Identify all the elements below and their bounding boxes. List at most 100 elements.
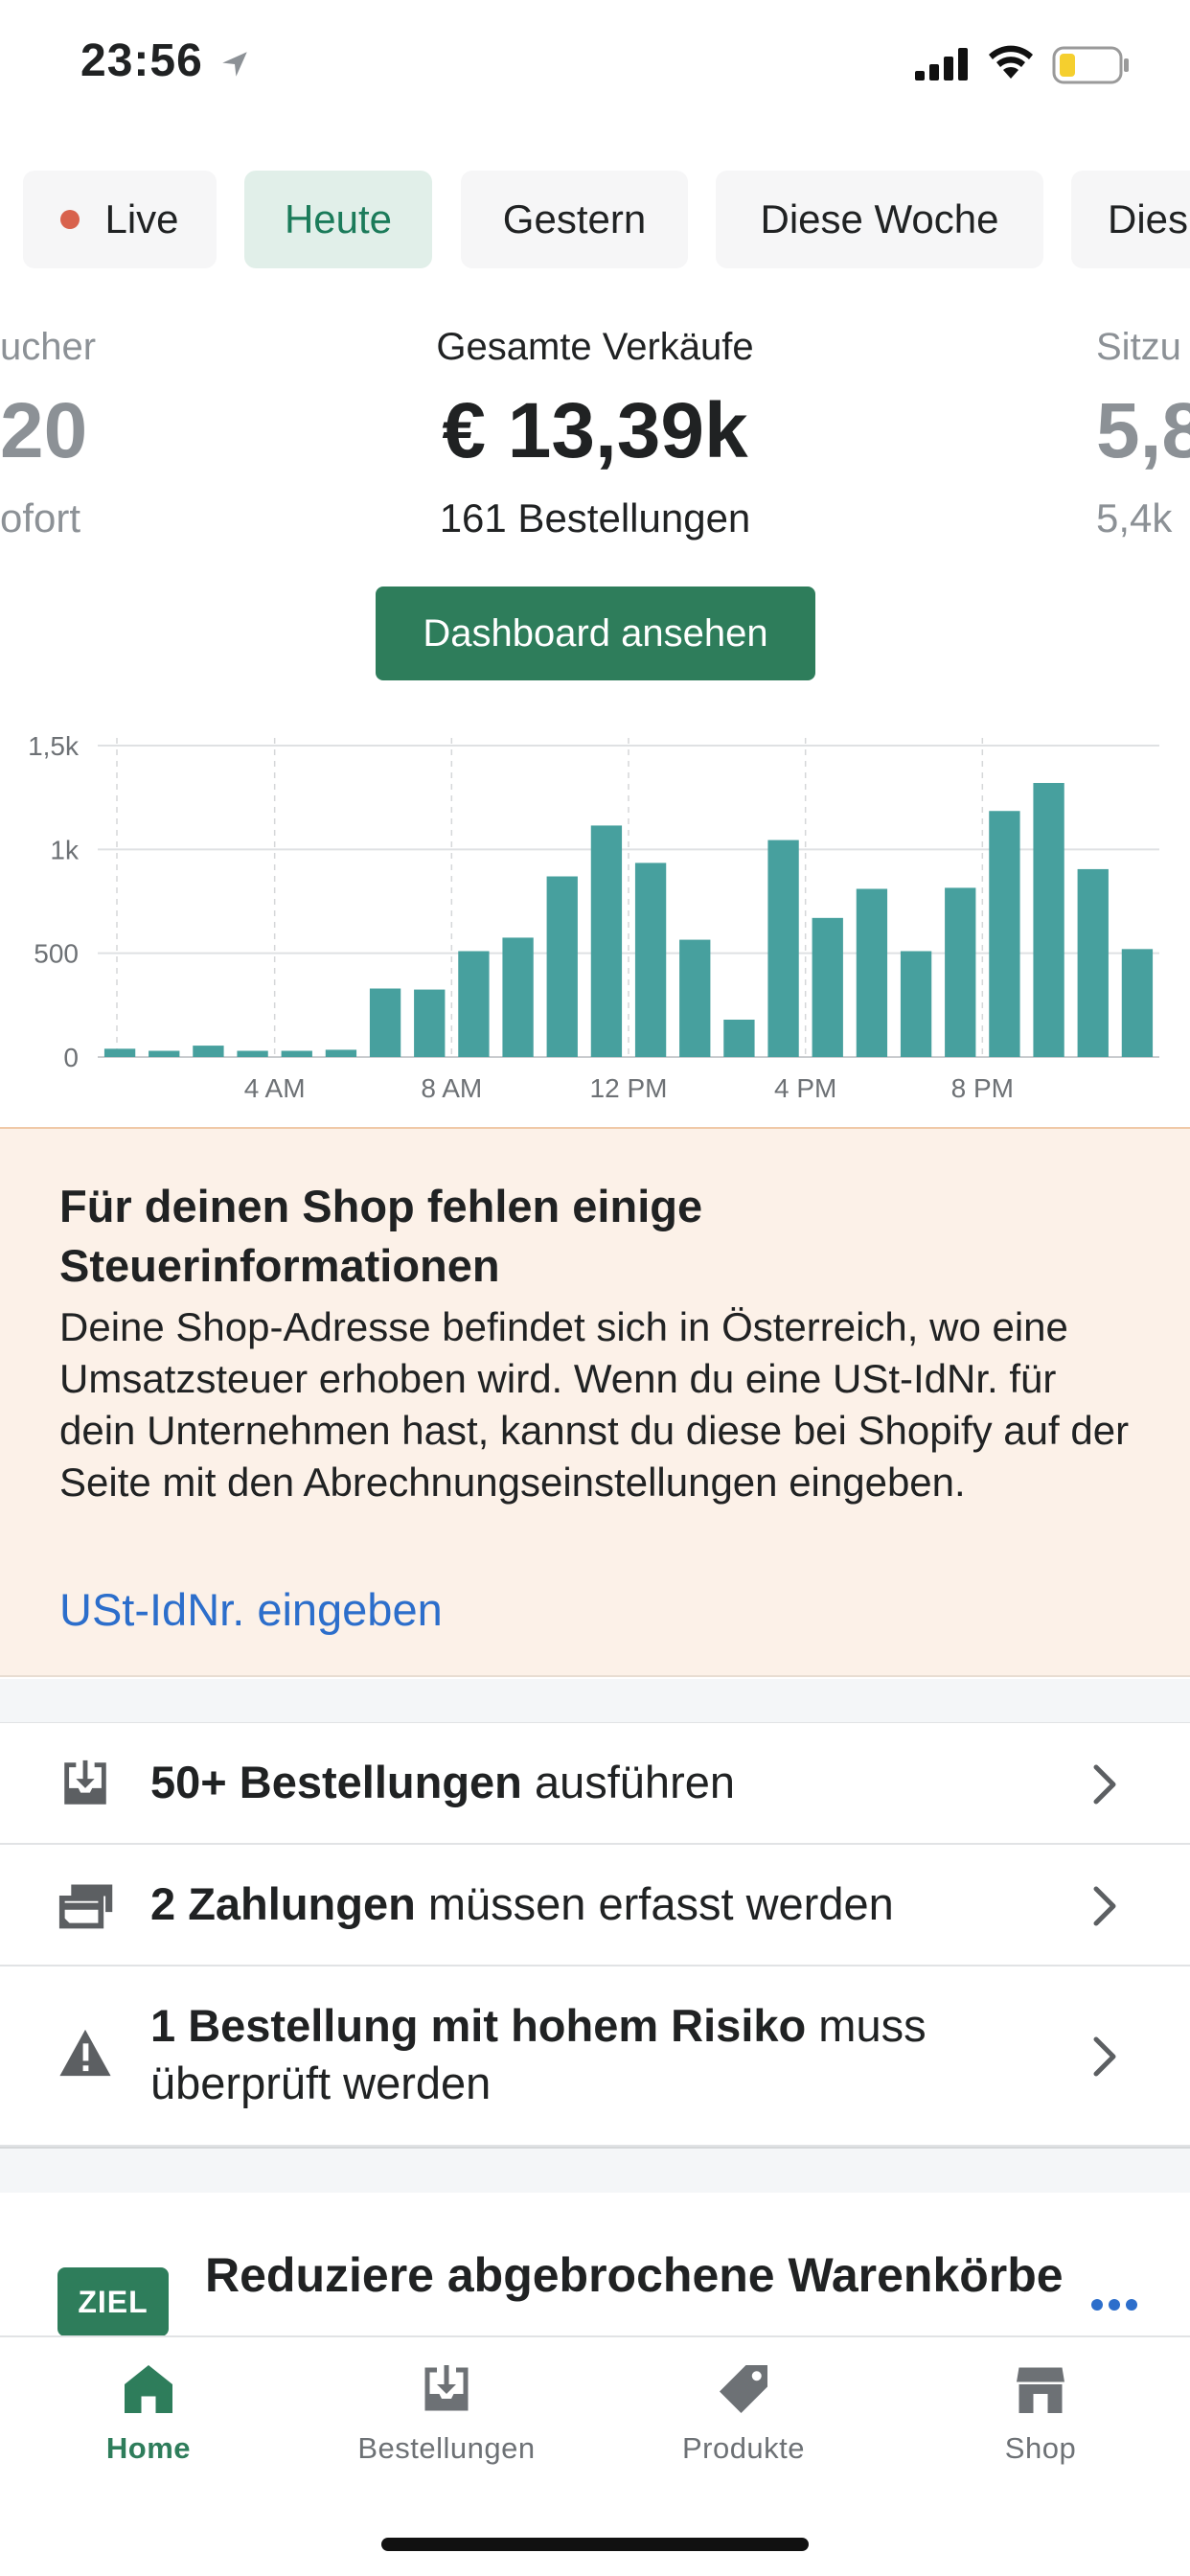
chip-label: Dies bbox=[1108, 196, 1189, 242]
metric-left-partial[interactable]: ucher 20 ofort bbox=[0, 326, 96, 541]
cellular-signal-icon bbox=[915, 48, 968, 80]
metric-sub: ofort bbox=[0, 495, 81, 540]
chip-label: Diese Woche bbox=[760, 196, 999, 242]
chip-today[interactable]: Heute bbox=[244, 171, 432, 268]
orders-icon bbox=[424, 2365, 469, 2411]
battery-icon bbox=[1052, 46, 1129, 84]
sales-bar bbox=[856, 888, 888, 1057]
metric-label: Gesamte Verkäufe bbox=[436, 326, 754, 368]
sales-bar bbox=[590, 825, 623, 1057]
sales-bar bbox=[1077, 868, 1109, 1057]
task-text: 2 Zahlungen müssen erfasst werden bbox=[150, 1875, 894, 1933]
home-icon bbox=[125, 2365, 172, 2413]
sales-bar bbox=[546, 876, 578, 1057]
metric-sub: 5,4k bbox=[1096, 495, 1173, 540]
banner-text: Deine Shop-Adresse befindet sich in Öste… bbox=[59, 1304, 1130, 1505]
task-bold: 2 Zahlungen bbox=[150, 1878, 416, 1929]
chip-partial[interactable]: Dies bbox=[1071, 171, 1190, 268]
x-tick-label: 12 PM bbox=[590, 1073, 668, 1103]
sales-bar bbox=[945, 887, 976, 1057]
inbox-download-icon bbox=[64, 1760, 106, 1805]
sales-bar bbox=[103, 1048, 136, 1057]
sales-bar bbox=[414, 989, 446, 1057]
enter-vat-link[interactable]: USt-IdNr. eingeben bbox=[59, 1584, 443, 1635]
sales-bar bbox=[325, 1049, 357, 1057]
sales-bar bbox=[369, 988, 401, 1057]
task-rest: ausführen bbox=[521, 1757, 735, 1807]
live-dot-icon bbox=[60, 210, 80, 229]
chip-live[interactable]: Live bbox=[23, 171, 217, 268]
period-selector: Live Heute Gestern Diese Woche Dies bbox=[0, 171, 1190, 270]
chip-yesterday[interactable]: Gestern bbox=[461, 171, 688, 268]
hourly-sales-chart: 0 500 1k 1,5k 4 AM 8 AM 12 PM 4 PM 8 PM bbox=[28, 731, 1159, 1103]
task-fulfill-orders[interactable]: 50+ Bestellungen ausführen bbox=[0, 1723, 1190, 1845]
sales-bar bbox=[281, 1050, 312, 1057]
chevron-right-icon bbox=[1093, 1886, 1116, 1926]
y-tick-label: 1k bbox=[50, 835, 80, 864]
chevron-right-icon bbox=[1093, 1764, 1116, 1805]
tab-label: Bestellungen bbox=[357, 2431, 536, 2465]
sales-bar bbox=[502, 937, 534, 1057]
tax-info-banner: Für deinen Shop fehlen einige Steuerinfo… bbox=[0, 1127, 1190, 1677]
banner-title: Für deinen Shop fehlen einige Steuerinfo… bbox=[59, 1181, 703, 1291]
credit-card-icon bbox=[58, 1884, 113, 1929]
store-icon bbox=[1017, 2367, 1064, 2413]
sales-bar bbox=[989, 811, 1020, 1057]
bottom-tab-bar: Home Bestellungen Produkte Shop bbox=[0, 2335, 1190, 2576]
sales-bar bbox=[812, 917, 843, 1057]
tab-label: Produkte bbox=[681, 2431, 806, 2465]
sales-bar bbox=[1121, 949, 1154, 1057]
chip-label: Live bbox=[104, 196, 179, 242]
tab-label: Shop bbox=[1004, 2431, 1077, 2465]
wifi-icon bbox=[989, 45, 1033, 79]
task-bold: 50+ Bestellungen bbox=[150, 1757, 522, 1807]
x-tick-label: 8 PM bbox=[951, 1073, 1014, 1103]
task-bold: 1 Bestellung mit hohem Risiko bbox=[150, 2000, 807, 2051]
metric-label: Sitzu bbox=[1096, 326, 1181, 368]
task-text: 1 Bestellung mit hohem Risiko muss überp… bbox=[150, 1997, 1041, 2112]
sales-bar bbox=[723, 1020, 755, 1057]
tab-orders[interactable]: Bestellungen bbox=[303, 2360, 590, 2466]
chip-this-week[interactable]: Diese Woche bbox=[716, 171, 1043, 268]
warning-icon bbox=[59, 2029, 111, 2077]
x-tick-label: 4 AM bbox=[244, 1073, 306, 1103]
sales-bar bbox=[193, 1046, 224, 1057]
tab-home[interactable]: Home bbox=[5, 2360, 292, 2466]
metric-sub: 161 Bestellungen bbox=[439, 495, 751, 540]
sales-bar bbox=[634, 862, 667, 1057]
sales-bar bbox=[900, 951, 932, 1057]
dashboard-button[interactable]: Dashboard ansehen bbox=[376, 586, 815, 680]
goal-badge: ZIEL bbox=[57, 2267, 169, 2336]
chip-label: Gestern bbox=[502, 196, 647, 242]
task-text: 50+ Bestellungen ausführen bbox=[150, 1754, 735, 1811]
task-rest: müssen erfasst werden bbox=[415, 1878, 894, 1929]
sales-bar bbox=[1033, 783, 1064, 1057]
tab-label: Home bbox=[105, 2431, 192, 2465]
task-rest: muss überprüft werden bbox=[150, 2000, 927, 2108]
location-arrow-icon bbox=[222, 52, 247, 77]
goal-title: Reduziere abgebrochene Warenkörbe bbox=[205, 2248, 1064, 2302]
y-tick-label: 1,5k bbox=[28, 731, 80, 761]
task-capture-payments[interactable]: 2 Zahlungen müssen erfasst werden bbox=[0, 1845, 1190, 1966]
tab-products[interactable]: Produkte bbox=[600, 2360, 887, 2466]
chevron-right-icon bbox=[1093, 2036, 1116, 2077]
y-tick-label: 0 bbox=[63, 1043, 79, 1072]
sales-bar bbox=[458, 951, 490, 1057]
metric-label: ucher bbox=[0, 326, 97, 368]
more-options-icon[interactable] bbox=[1090, 2298, 1138, 2312]
x-tick-label: 4 PM bbox=[774, 1073, 836, 1103]
metric-right-partial[interactable]: Sitzu 5,8 5,4k bbox=[1096, 326, 1190, 541]
metric-value: € 13,39k bbox=[442, 387, 748, 474]
goal-card[interactable]: ZIEL Reduziere abgebrochene Warenkörbe bbox=[0, 2193, 1190, 2336]
section-divider bbox=[0, 2147, 1190, 2193]
section-divider bbox=[0, 1679, 1190, 1723]
tab-shop[interactable]: Shop bbox=[897, 2360, 1184, 2466]
sales-bar bbox=[149, 1050, 180, 1057]
sales-bar bbox=[767, 840, 799, 1057]
y-tick-label: 500 bbox=[34, 939, 79, 969]
tag-icon bbox=[720, 2365, 767, 2413]
sales-bar bbox=[237, 1050, 268, 1057]
metric-total-sales[interactable]: Gesamte Verkäufe € 13,39k 161 Bestellung… bbox=[308, 326, 882, 541]
task-review-risky-order[interactable]: 1 Bestellung mit hohem Risiko muss überp… bbox=[0, 1966, 1190, 2147]
metric-value: 20 bbox=[0, 387, 88, 474]
